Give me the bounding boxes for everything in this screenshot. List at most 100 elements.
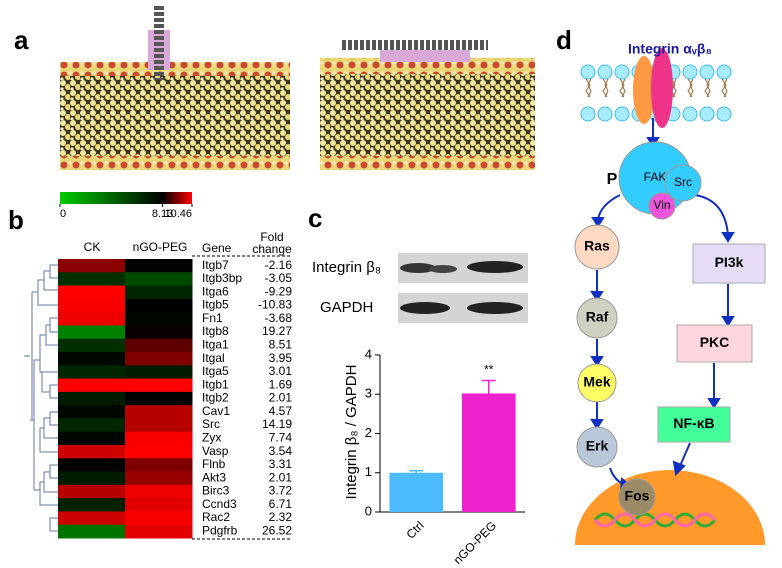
heatmap-cell [58,325,126,340]
heatmap-cell [125,524,193,539]
node-label: PI3k [715,254,744,270]
node-label: Raf [586,309,609,325]
pathway-node [618,478,656,516]
fold-change: 3.54 [269,444,293,458]
pathway-node [576,297,618,339]
gene-name: Itgb5 [202,298,229,312]
fold-change: 2.01 [269,391,293,405]
gene-name: Itgb1 [202,377,229,391]
node-label: Vin [653,198,670,212]
western-blot [398,253,528,323]
node-label: Fos [625,488,650,504]
heatmap-cell [125,498,193,512]
gene-name: Flnb [202,457,226,471]
significance: ** [484,363,494,377]
heatmap-cell [125,458,193,473]
fold-change: -9.29 [265,284,293,298]
heatmap-cell [58,484,126,499]
heatmap-cell [125,484,193,499]
panel-label: b [8,205,24,235]
error-bar [409,470,424,473]
y-tick-label: 3 [365,386,372,401]
gene-name: Itgb2 [202,391,229,405]
gene-name: Birc3 [202,484,230,498]
pathway-node [676,324,753,363]
column-label: nGO-PEG [133,240,188,254]
fold-change: 8.51 [269,338,293,352]
colorbar-tick-label: 0 [60,208,66,220]
fold-header: Fold [260,230,283,244]
pathway-node [577,363,617,403]
fold-change: 3.72 [269,484,293,498]
gene-name: Cav1 [202,404,230,418]
heatmap-cell [58,259,126,273]
colorbar-tick-label: 8.13 [152,208,173,220]
x-tick-label: nGO-PEG [451,518,500,567]
gene-name: Rac2 [202,510,230,524]
heatmap-cell [125,352,193,366]
node-label: NF-κB [673,415,714,431]
fold-change: 2.32 [269,510,293,524]
fold-change: 1.69 [269,377,293,391]
nucleus [575,470,765,545]
y-tick-label: 2 [365,425,372,440]
panel-label: a [14,25,29,55]
heatmap-cell [125,391,193,406]
fold-change: 7.74 [269,431,293,445]
heatmap-cell [125,298,193,313]
error-bar [481,379,496,394]
heatmap-cell [125,312,193,326]
heatmap-cell [58,498,126,512]
fold-change: -10.83 [258,298,292,312]
blot-label: Integrin β₈ [312,259,381,276]
colorbar [60,192,192,204]
bar [461,393,516,512]
heatmap-cell [58,445,126,459]
gene-name: Itgb7 [202,258,229,272]
dna [593,512,717,528]
node-label: Erk [586,438,609,454]
y-tick-label: 1 [365,464,372,479]
heatmap-cell [58,524,126,539]
heatmap-cell [125,325,193,340]
gene-name: Ccnd3 [202,497,237,511]
heatmap-cell [125,431,193,446]
y-tick-label: 0 [365,503,372,518]
gene-name: Zyx [202,431,221,445]
node-label: FAK [644,170,667,184]
gene-header: Gene [202,241,232,255]
heatmap-cell [58,272,126,287]
pathway-node [657,406,731,443]
heatmap-cell [58,431,126,446]
heatmap-cell [125,285,193,300]
pathway-node [664,164,702,202]
fold-change: 3.01 [269,364,293,378]
gene-name: Itgb3bp [202,271,242,285]
pathway-node [648,192,676,220]
bar [389,472,444,512]
heatmap-cell [58,312,126,326]
y-tick-label: 4 [365,346,372,361]
gene-name: Src [202,417,220,431]
y-axis-label: Integrin β₈ / GAPDH [343,365,360,500]
heatmap-cell [58,391,126,406]
blot-label: GAPDH [320,299,373,316]
colorbar-tick-label: 10.46 [164,208,192,220]
gene-name: Itgal [202,351,225,365]
fold-change: 19.27 [262,324,292,338]
heatmap-cell [125,378,193,393]
heatmap-cell [125,418,193,433]
heatmap-cell [58,285,126,300]
heatmap-cell [58,471,126,486]
gene-name: Pdgfrb [202,524,238,538]
gene-name: Itgb8 [202,324,229,338]
fold-change: 6.71 [269,497,293,511]
heatmap-cell [125,259,193,273]
simulation-image [320,40,535,170]
heatmap-cell [125,445,193,459]
gene-name: Fn1 [202,311,223,325]
heatmap-cell [58,405,126,419]
fold-change: 3.31 [269,457,293,471]
fold-change: 26.52 [262,524,292,538]
